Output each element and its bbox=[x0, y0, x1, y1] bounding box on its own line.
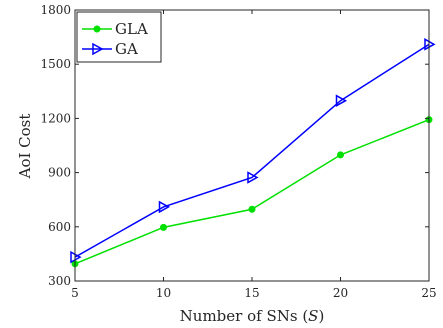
x-axis-label: Number of SNs (S) bbox=[180, 307, 325, 325]
y-axis-label: AoI Cost bbox=[16, 114, 34, 180]
data-point-ga bbox=[158, 200, 171, 214]
data-point-ga bbox=[247, 171, 259, 184]
legend-label-gla: GLA bbox=[115, 20, 148, 38]
series-layer bbox=[70, 38, 436, 268]
data-point-gla bbox=[160, 223, 167, 231]
legend-marker-gla bbox=[93, 25, 101, 33]
legend: GLA GA bbox=[76, 11, 162, 63]
data-point-gla bbox=[248, 205, 256, 213]
legend-items: GLA GA bbox=[82, 20, 148, 58]
x-axis-label-close: ) bbox=[318, 307, 324, 325]
y-tick-label: 900 bbox=[48, 166, 71, 180]
series-line-ga bbox=[74, 43, 430, 258]
x-tick-label: 10 bbox=[156, 286, 171, 300]
ticks-layer: 5 10 15 20 25 300 600 900 1200 1500 1800 bbox=[40, 3, 436, 300]
x-axis-label-variable: S bbox=[308, 307, 318, 325]
y-tick-label: 1200 bbox=[40, 111, 71, 125]
x-axis-label-text: Number of SNs ( bbox=[180, 307, 309, 325]
x-tick-label: 15 bbox=[244, 286, 259, 300]
x-tick-label: 5 bbox=[71, 286, 79, 300]
series-line-gla bbox=[74, 118, 430, 265]
x-tick-label: 25 bbox=[421, 286, 436, 300]
y-tick-label: 600 bbox=[48, 220, 71, 234]
x-tick-label: 20 bbox=[333, 286, 348, 300]
data-point-gla bbox=[337, 151, 344, 159]
legend-box bbox=[76, 11, 162, 63]
y-tick-label: 300 bbox=[48, 274, 71, 288]
data-point-ga bbox=[335, 94, 348, 107]
y-tick-label: 1500 bbox=[40, 57, 71, 71]
legend-label-ga: GA bbox=[115, 40, 138, 58]
y-tick-label: 1800 bbox=[40, 3, 71, 17]
legend-marker-ga bbox=[92, 42, 104, 56]
